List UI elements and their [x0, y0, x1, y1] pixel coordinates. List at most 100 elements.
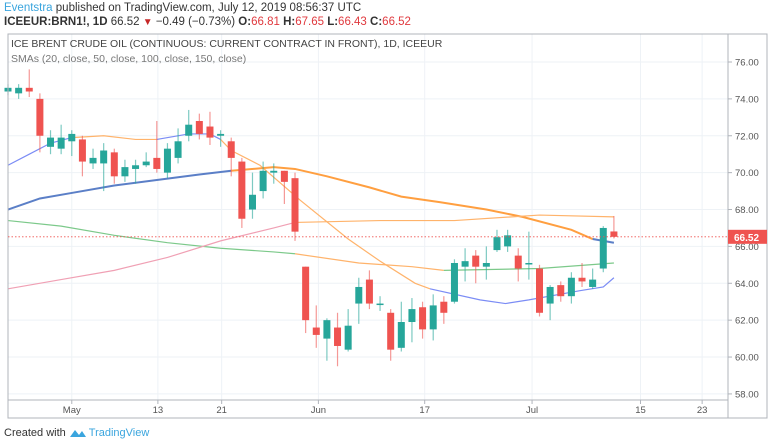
axes: 58.00 60.00 62.00 64.00 66.00 68.00 70.00 72.00…	[7, 33, 768, 419]
candle-up	[482, 262, 490, 267]
candle-up	[493, 237, 501, 251]
candle-down	[419, 307, 427, 330]
y-tick-label: 74.00	[735, 94, 759, 105]
close-label: C:	[370, 16, 383, 28]
price-change: −0.49 (−0.73%)	[155, 16, 236, 28]
candle-up	[525, 262, 533, 265]
candle-up	[47, 137, 55, 147]
x-tick-label: 23	[697, 405, 708, 416]
author-link[interactable]: Eventstra	[4, 2, 53, 14]
candle-up	[344, 325, 352, 350]
low-label: L:	[327, 16, 339, 28]
last-price: 66.52	[110, 16, 140, 28]
last-price-badge	[728, 229, 767, 244]
symbol-info: ICEEUR:BRN1!, 1D 66.52 ▼ −0.49 (−0.73%) …	[4, 16, 411, 28]
candle-up	[450, 262, 458, 302]
y-tick-label: 70.00	[735, 168, 759, 179]
candle-down	[302, 266, 310, 321]
open-label: O:	[238, 16, 252, 28]
candle-up	[461, 261, 469, 267]
indicator-legend[interactable]: SMAs (20, close, 50, close, 100, close, …	[11, 53, 247, 65]
sma50-line	[231, 166, 594, 240]
x-tick-label: 13	[153, 405, 164, 416]
chart-frame	[7, 33, 768, 419]
candle-up	[100, 150, 108, 164]
candle-up	[57, 137, 65, 149]
y-tick-label: 58.00	[735, 389, 759, 400]
candle-down	[195, 121, 203, 134]
candle-down	[610, 231, 618, 237]
candle-up	[408, 309, 416, 323]
sma-lines	[7, 133, 615, 305]
candle-up	[15, 87, 23, 94]
y-tick-label: 66.00	[735, 242, 759, 253]
candle-down	[110, 152, 118, 177]
chart-title: ICE BRENT CRUDE OIL (CONTINUOUS: CURRENT…	[11, 38, 443, 50]
high-value: 67.65	[295, 16, 324, 28]
candle-up	[270, 170, 278, 173]
footer: Created with TradingView	[4, 427, 149, 439]
sma100-line	[294, 253, 444, 271]
publish-info: Eventstra published on TradingView.com, …	[4, 2, 361, 14]
candle-down	[78, 139, 86, 162]
close-value: 66.52	[382, 16, 411, 28]
grid	[8, 34, 728, 400]
created-with-text: Created with	[4, 427, 66, 439]
sma20-line	[71, 135, 157, 141]
candle-down	[238, 161, 246, 219]
sma20-line	[220, 139, 431, 290]
candle-up	[546, 286, 554, 304]
low-value: 66.43	[338, 16, 367, 28]
candle-up	[397, 322, 405, 348]
candle-up	[217, 133, 225, 136]
candle-up	[185, 124, 193, 136]
candle-down	[578, 277, 586, 282]
sma150-line	[7, 221, 296, 290]
x-tick-label: 21	[216, 405, 227, 416]
y-tick-label: 68.00	[735, 205, 759, 216]
y-tick-label: 60.00	[735, 353, 759, 364]
candle-up	[142, 161, 150, 166]
publish-text: published on TradingView.com, July 12, 2…	[55, 2, 362, 14]
candle-down	[365, 279, 373, 304]
last-price-label: 66.52	[734, 233, 759, 244]
x-tick-label: Jun	[311, 405, 326, 416]
y-tick-label: 64.00	[735, 279, 759, 290]
y-tick-label: 62.00	[735, 316, 759, 327]
candle-up	[174, 141, 182, 158]
candle-down	[334, 327, 342, 346]
candle-down	[206, 126, 214, 138]
candle-up	[599, 227, 607, 269]
candle-down	[387, 312, 395, 350]
down-arrow-icon: ▼	[142, 17, 153, 28]
y-tick-label: 72.00	[735, 131, 759, 142]
candle-up	[355, 286, 363, 304]
sma50-line	[7, 169, 232, 211]
candle-up	[567, 277, 575, 297]
x-tick-label: May	[63, 405, 81, 416]
candle-down	[153, 157, 161, 169]
candle-down	[514, 255, 522, 269]
candle-down	[36, 98, 44, 136]
candle-down	[536, 268, 543, 313]
candle-down	[291, 178, 299, 232]
x-tick-label: 15	[635, 405, 646, 416]
candle-up	[323, 320, 331, 339]
x-tick-label: Jul	[526, 405, 538, 416]
x-tick-label: 17	[419, 405, 430, 416]
sma20-line	[429, 277, 615, 305]
candle-down	[440, 301, 448, 313]
sma100-line	[7, 219, 296, 255]
candle-up	[376, 303, 384, 306]
candle-up	[132, 165, 140, 169]
y-tick-label: 76.00	[735, 58, 759, 69]
candle-down	[280, 170, 288, 182]
tradingview-link[interactable]: TradingView	[69, 427, 149, 439]
candle-down	[25, 87, 33, 92]
candle-down	[227, 141, 235, 158]
candle-down	[472, 255, 480, 267]
candle-up	[248, 194, 256, 210]
open-value: 66.81	[251, 16, 280, 28]
candle-up	[429, 305, 437, 330]
